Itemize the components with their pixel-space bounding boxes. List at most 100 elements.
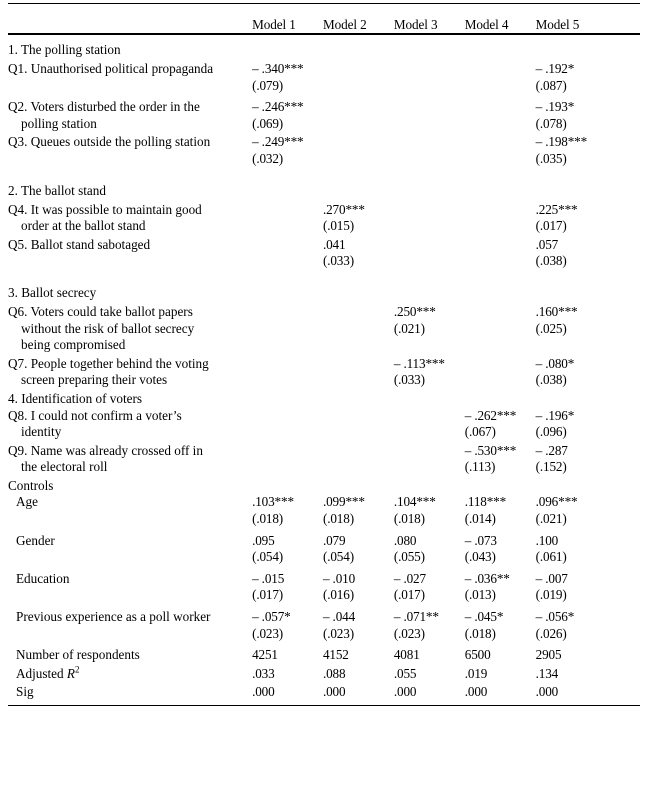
cell-q1-model4 [465, 61, 536, 99]
table-row: Previous experience as a poll worker – .… [8, 609, 640, 647]
standard-error: (.023) [252, 625, 284, 641]
table-row: Q2. Voters disturbed the order in the po… [8, 99, 640, 134]
section-heading-3: 3. Ballot secrecy [8, 284, 97, 300]
empty-cell [252, 478, 323, 495]
column-header-model-3: Model 3 [393, 17, 438, 32]
cell-q6-model5: .160*** (.025) [536, 304, 640, 356]
estimate: – .036** [464, 570, 510, 586]
table-row: Q8. I could not confirm a voter’s identi… [8, 408, 640, 443]
cell-q4-model3 [394, 202, 465, 237]
cell-education-model3: – .027 (.017) [394, 571, 465, 609]
row-label-age: Age [16, 494, 38, 510]
cell-age-model1: .103*** (.018) [252, 494, 323, 532]
cell-q1-model1: – .340*** (.079) [252, 61, 323, 99]
cell-q2-model4 [465, 99, 536, 134]
cell-q3-model4 [465, 134, 536, 175]
cell-education-model4: – .036** (.013) [465, 571, 536, 609]
estimate: .104*** [393, 494, 436, 510]
estimate: – .340*** [252, 61, 304, 76]
row-label-gender: Gender [16, 532, 55, 548]
standard-error: (.017) [393, 587, 425, 603]
cell-q1-model2 [323, 61, 394, 99]
table-row: Q7. People together behind the voting sc… [8, 356, 640, 391]
r2-exponent: 2 [74, 664, 80, 675]
row-label-q8: Q8. I could not confirm a voter’s identi… [8, 408, 252, 443]
standard-error: (.033) [393, 372, 425, 388]
standard-error: (.038) [535, 372, 567, 388]
cell-education-model1: – .015 (.017) [252, 571, 323, 609]
section-row-ballot-secrecy: 3. Ballot secrecy [8, 278, 640, 304]
row-label-education: Education [16, 570, 70, 586]
estimate: – .196* [535, 407, 575, 423]
column-header-model-4: Model 4 [464, 17, 509, 32]
empty-cell [536, 35, 640, 61]
adjusted-label-text: Adjusted [16, 665, 67, 681]
empty-cell [323, 391, 394, 408]
section-row-identification: 4. Identification of voters [8, 391, 640, 408]
row-label-q9: Q9. Name was already crossed off in the … [8, 443, 252, 478]
cell-age-model2: .099*** (.018) [323, 494, 394, 532]
standard-error: (.023) [322, 625, 354, 641]
row-label-previous-experience: Previous experience as a poll worker [16, 609, 211, 625]
standard-error: (.021) [535, 511, 567, 527]
standard-error: (.032) [252, 150, 284, 166]
table-row: Education – .015 (.017) – .010 (.016) – … [8, 571, 640, 609]
cell-gender-model2: .079 (.054) [323, 533, 394, 571]
cell-sig-model3: .000 [393, 684, 417, 700]
cell-sig-model2: .000 [322, 684, 346, 700]
cell-prev-exp-model5: – .056* (.026) [536, 609, 640, 647]
standard-error: (.043) [464, 549, 496, 565]
standard-error: (.079) [252, 77, 284, 93]
empty-cell [465, 478, 536, 495]
section-heading-controls: Controls [8, 477, 54, 493]
cell-q7-model4 [465, 356, 536, 391]
cell-sig-model4: .000 [464, 684, 488, 700]
row-label-line-1: Q8. I could not confirm a voter’s [8, 407, 182, 423]
standard-error: (.016) [322, 587, 354, 603]
standard-error: (.018) [322, 511, 354, 527]
row-label-q1: Q1. Unauthorised political propaganda [8, 61, 214, 76]
standard-error: (.014) [464, 511, 496, 527]
section-row-controls: Controls [8, 478, 640, 495]
cell-adj-r2-model3: .055 [393, 665, 417, 681]
estimate: – .192* [535, 61, 575, 76]
cell-q2-model3 [394, 99, 465, 134]
standard-error: (.033) [322, 253, 354, 269]
cell-age-model5: .096*** (.021) [536, 494, 640, 532]
estimate: – .057* [252, 609, 291, 625]
cell-q7-model1 [252, 356, 323, 391]
row-label-line-2: without the risk of ballot secrecy [21, 320, 195, 336]
table-top-rule [8, 3, 640, 4]
standard-error: (.067) [464, 424, 496, 440]
estimate: – .113*** [393, 355, 445, 371]
row-label-line-2: polling station [21, 115, 97, 131]
empty-cell [323, 478, 394, 495]
estimate: – .071** [393, 609, 439, 625]
cell-q9-model4: – .530*** (.113) [465, 443, 536, 478]
regression-table-container: Model 1 Model 2 Model 3 Model 4 Model 5 … [8, 3, 640, 706]
cell-q4-model5: .225*** (.017) [536, 202, 640, 237]
cell-q9-model5: – .287 (.152) [536, 443, 640, 478]
estimate: – .530*** [464, 442, 517, 458]
cell-q6-model4 [465, 304, 536, 356]
section-row-ballot-stand: 2. The ballot stand [8, 176, 640, 202]
estimate: – .262*** [464, 407, 517, 423]
table-header-row: Model 1 Model 2 Model 3 Model 4 Model 5 [8, 4, 640, 33]
cell-q7-model5: – .080* (.038) [536, 356, 640, 391]
table-header-rule [8, 33, 640, 35]
standard-error: (.113) [464, 459, 496, 475]
cell-q1-model3 [394, 61, 465, 99]
cell-n-model1: 4251 [252, 647, 278, 663]
row-label-line-1: Q9. Name was already crossed off in [8, 442, 203, 458]
cell-q5-model3 [394, 237, 465, 278]
empty-cell [252, 176, 323, 202]
header-blank-cell [8, 4, 252, 33]
table-row: Q5. Ballot stand sabotaged .041 (.033) .… [8, 237, 640, 278]
empty-cell [465, 391, 536, 408]
r-symbol: R [66, 665, 75, 681]
table-row: Q4. It was possible to maintain good ord… [8, 202, 640, 237]
cell-n-model2: 4152 [322, 647, 349, 663]
standard-error: (.069) [252, 115, 284, 131]
cell-q4-model4 [465, 202, 536, 237]
standard-error: (.017) [535, 218, 567, 234]
